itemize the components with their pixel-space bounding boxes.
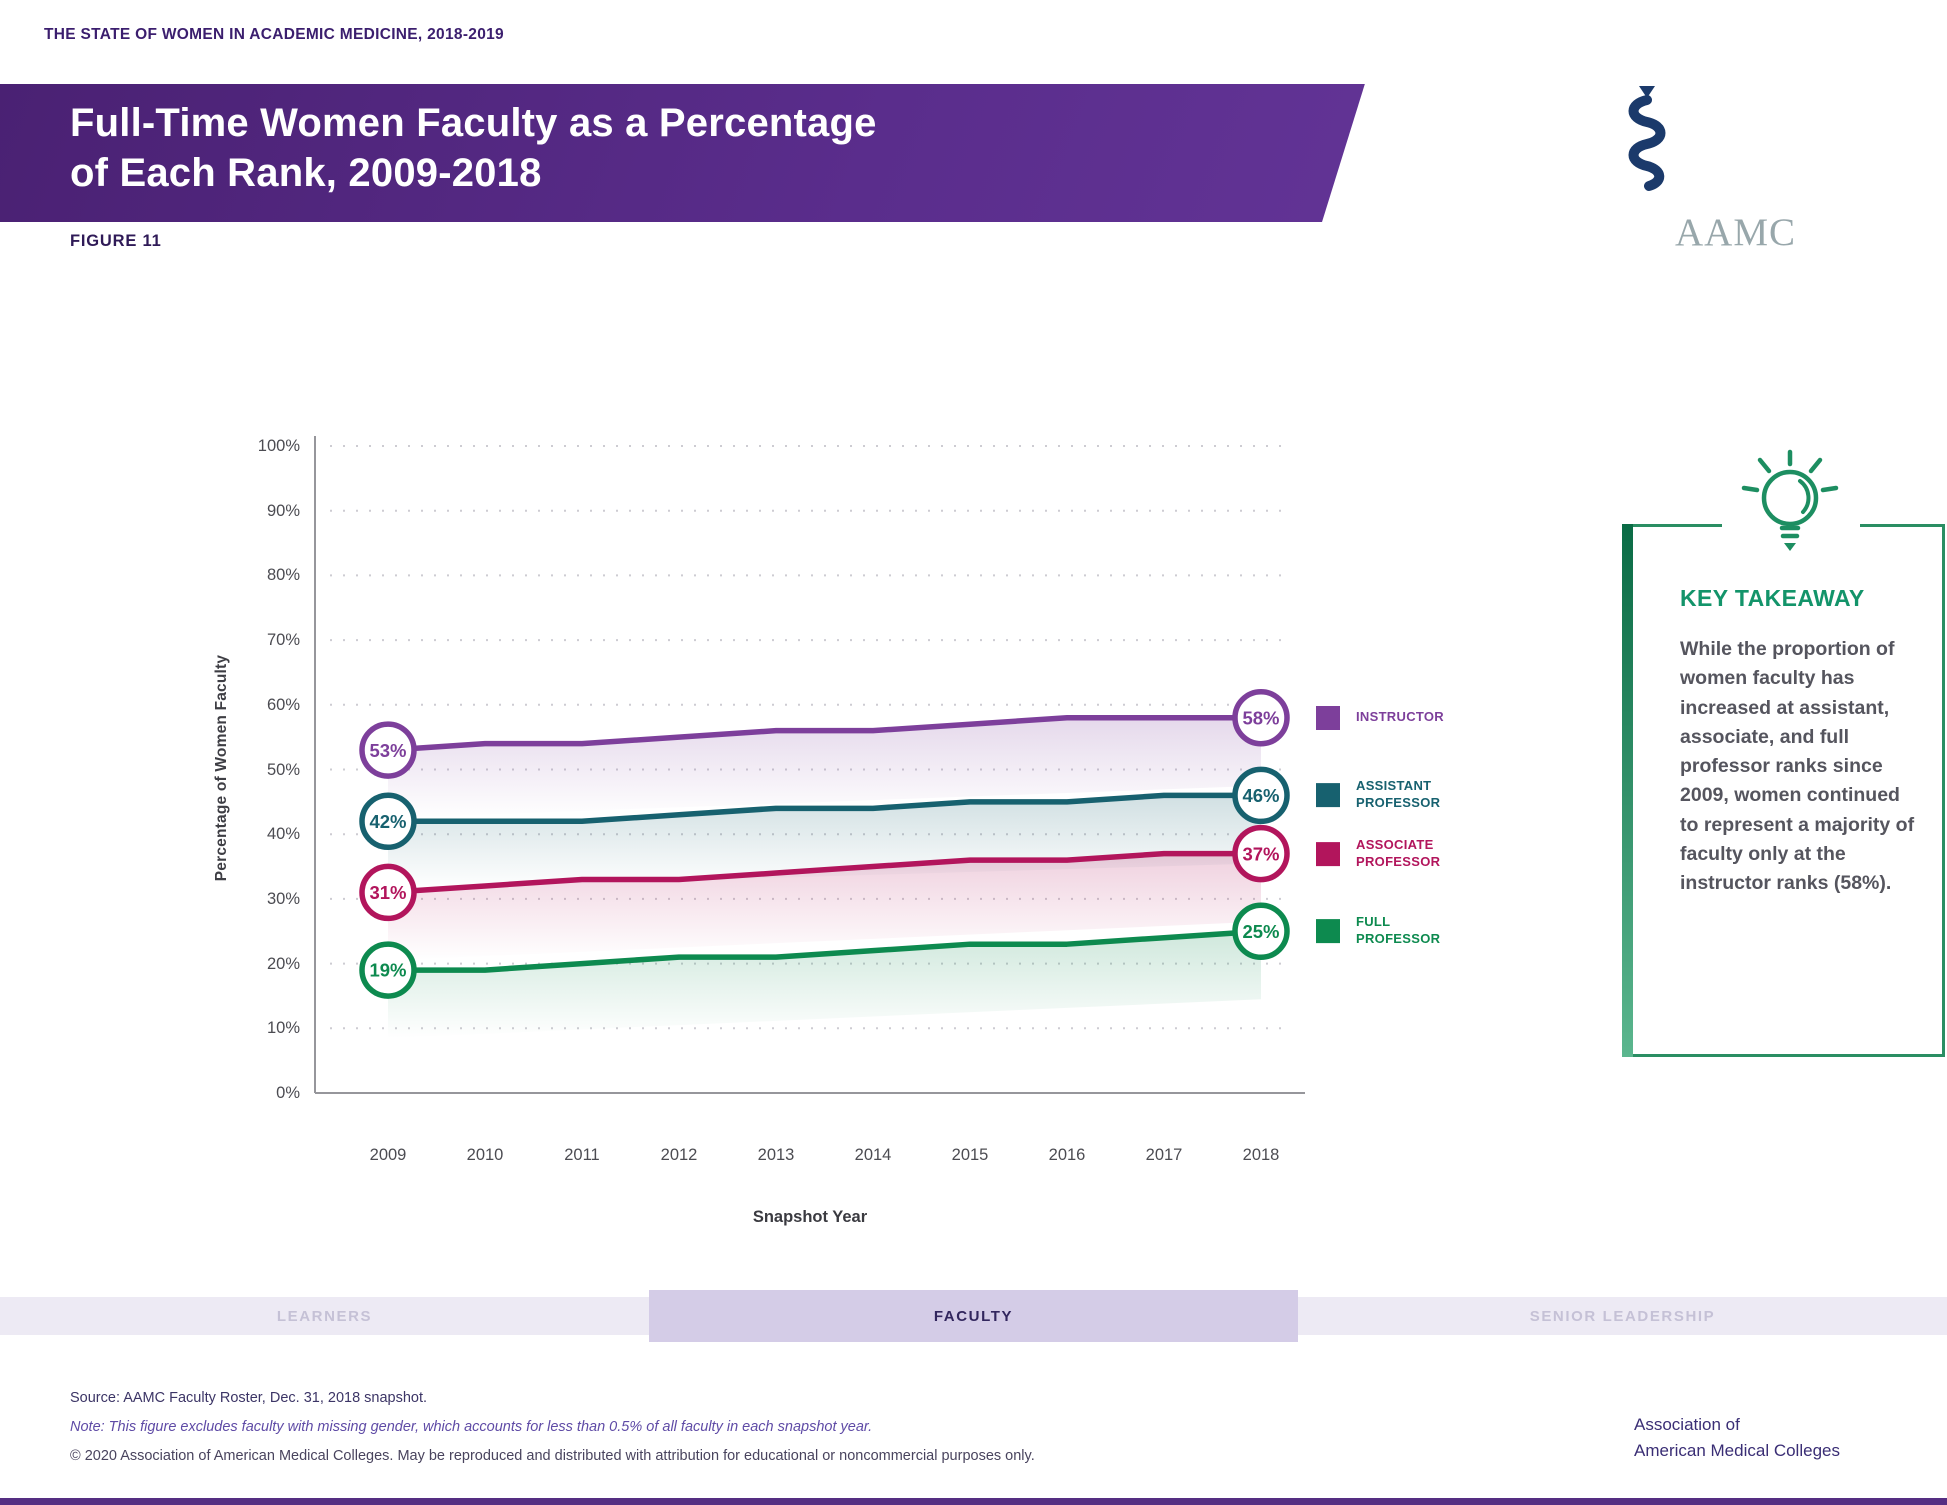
legend-swatch xyxy=(1316,919,1340,944)
y-tick-label: 30% xyxy=(266,889,300,908)
figure-label: FIGURE 11 xyxy=(70,232,162,250)
title-banner: Full-Time Women Faculty as a Percentage … xyxy=(0,84,1365,222)
legend-entry-full-professor: FULL PROFESSOR xyxy=(1316,914,1440,948)
takeaway-heading: KEY TAKEAWAY xyxy=(1680,585,1865,611)
end-marker xyxy=(1232,902,1290,960)
x-tick-label: 2011 xyxy=(564,1146,600,1164)
legend-label: ASSISTANT PROFESSOR xyxy=(1356,778,1441,811)
start-value-label: 42% xyxy=(369,811,406,832)
start-marker xyxy=(359,863,417,922)
start-value-label: 31% xyxy=(369,882,406,903)
legend-entry-assistant-professor: ASSISTANT PROFESSOR xyxy=(1316,778,1440,812)
org-name-line2: American Medical Colleges xyxy=(1634,1441,1840,1461)
start-value-label: 53% xyxy=(369,740,406,761)
series-instructor: 53% 58% xyxy=(359,688,1290,819)
aamc-logo: AAMC xyxy=(1625,84,1825,254)
nav-tab-learners[interactable]: LEARNERS xyxy=(0,1297,649,1335)
org-name: Association of American Medical Colleges xyxy=(1634,1412,1840,1465)
y-tick-label: 0% xyxy=(276,1084,300,1102)
start-marker xyxy=(359,721,417,779)
y-tick-label: 100% xyxy=(257,437,300,455)
end-value-label: 37% xyxy=(1242,843,1279,864)
x-tick-label: 2014 xyxy=(854,1146,892,1164)
series-full-professor: 19% 25% xyxy=(359,902,1290,1039)
line-chart: 53% 58% 42% 46% 31% 37% 19% 25% xyxy=(314,436,1305,1094)
aamc-logo-text: AAMC xyxy=(1675,211,1797,254)
page-title-line2: of Each Rank, 2009-2018 xyxy=(70,151,542,196)
end-marker xyxy=(1232,688,1290,747)
caduceus-icon xyxy=(1628,86,1666,191)
end-value-label: 46% xyxy=(1242,785,1279,806)
source-line: Source: AAMC Faculty Roster, Dec. 31, 20… xyxy=(70,1390,428,1406)
y-tick-label: 40% xyxy=(266,825,300,844)
y-tick-label: 80% xyxy=(266,566,300,585)
legend-swatch xyxy=(1316,705,1340,730)
lightbulb-icon xyxy=(1722,444,1860,562)
note-line: Note: This figure excludes faculty with … xyxy=(70,1419,873,1435)
start-marker xyxy=(359,941,417,999)
end-value-label: 25% xyxy=(1242,921,1279,942)
page-title-line1: Full-Time Women Faculty as a Percentage xyxy=(70,101,877,145)
bottom-accent-strip xyxy=(0,1498,1947,1505)
takeaway-body: While the proportion of women faculty ha… xyxy=(1680,638,1915,894)
nav-tab-senior-leadership[interactable]: SENIOR LEADERSHIP xyxy=(1298,1297,1947,1335)
x-tick-label: 2012 xyxy=(660,1146,698,1164)
y-tick-label: 70% xyxy=(266,631,300,650)
x-tick-label: 2016 xyxy=(1048,1146,1086,1164)
org-name-line1: Association of xyxy=(1634,1415,1740,1434)
y-tick-label: 10% xyxy=(266,1019,300,1038)
report-eyebrow: THE STATE OF WOMEN IN ACADEMIC MEDICINE,… xyxy=(44,26,504,43)
x-tick-label: 2010 xyxy=(466,1146,504,1164)
x-tick-label: 2017 xyxy=(1145,1146,1183,1164)
end-value-label: 58% xyxy=(1242,707,1279,728)
y-tick-label: 60% xyxy=(266,695,300,714)
legend-label: INSTRUCTOR xyxy=(1356,709,1444,725)
legend-swatch xyxy=(1316,841,1340,866)
page-title: Full-Time Women Faculty as a Percentage … xyxy=(70,98,877,199)
start-value-label: 19% xyxy=(369,960,406,981)
end-marker xyxy=(1232,766,1290,825)
takeaway-accent-bar xyxy=(1622,524,1633,1057)
y-axis-title: Percentage of Women Faculty xyxy=(213,654,230,882)
section-nav: LEARNERS FACULTY SENIOR LEADERSHIP xyxy=(0,1290,1947,1342)
copyright-line: © 2020 Association of American Medical C… xyxy=(70,1448,1035,1464)
end-marker xyxy=(1232,824,1290,883)
legend-label: FULL PROFESSOR xyxy=(1356,914,1441,947)
legend-swatch xyxy=(1316,783,1340,808)
legend-label: ASSOCIATE PROFESSOR xyxy=(1356,836,1441,869)
x-tick-label: 2013 xyxy=(757,1146,795,1164)
legend-entry-instructor: INSTRUCTOR xyxy=(1316,705,1444,730)
x-tick-label: 2009 xyxy=(369,1146,407,1164)
series-associate-professor: 31% 37% xyxy=(359,824,1290,961)
y-tick-label: 50% xyxy=(266,760,300,779)
x-axis-title: Snapshot Year xyxy=(752,1208,868,1226)
y-tick-label: 20% xyxy=(266,954,300,973)
legend-entry-associate-professor: ASSOCIATE PROFESSOR xyxy=(1316,837,1440,871)
x-tick-label: 2018 xyxy=(1242,1146,1280,1164)
y-tick-label: 90% xyxy=(266,501,300,520)
key-takeaway-box: KEY TAKEAWAY While the proportion of wom… xyxy=(1622,524,1945,1057)
x-tick-label: 2015 xyxy=(951,1146,989,1164)
nav-tab-faculty[interactable]: FACULTY xyxy=(649,1290,1298,1342)
start-marker xyxy=(359,792,417,851)
